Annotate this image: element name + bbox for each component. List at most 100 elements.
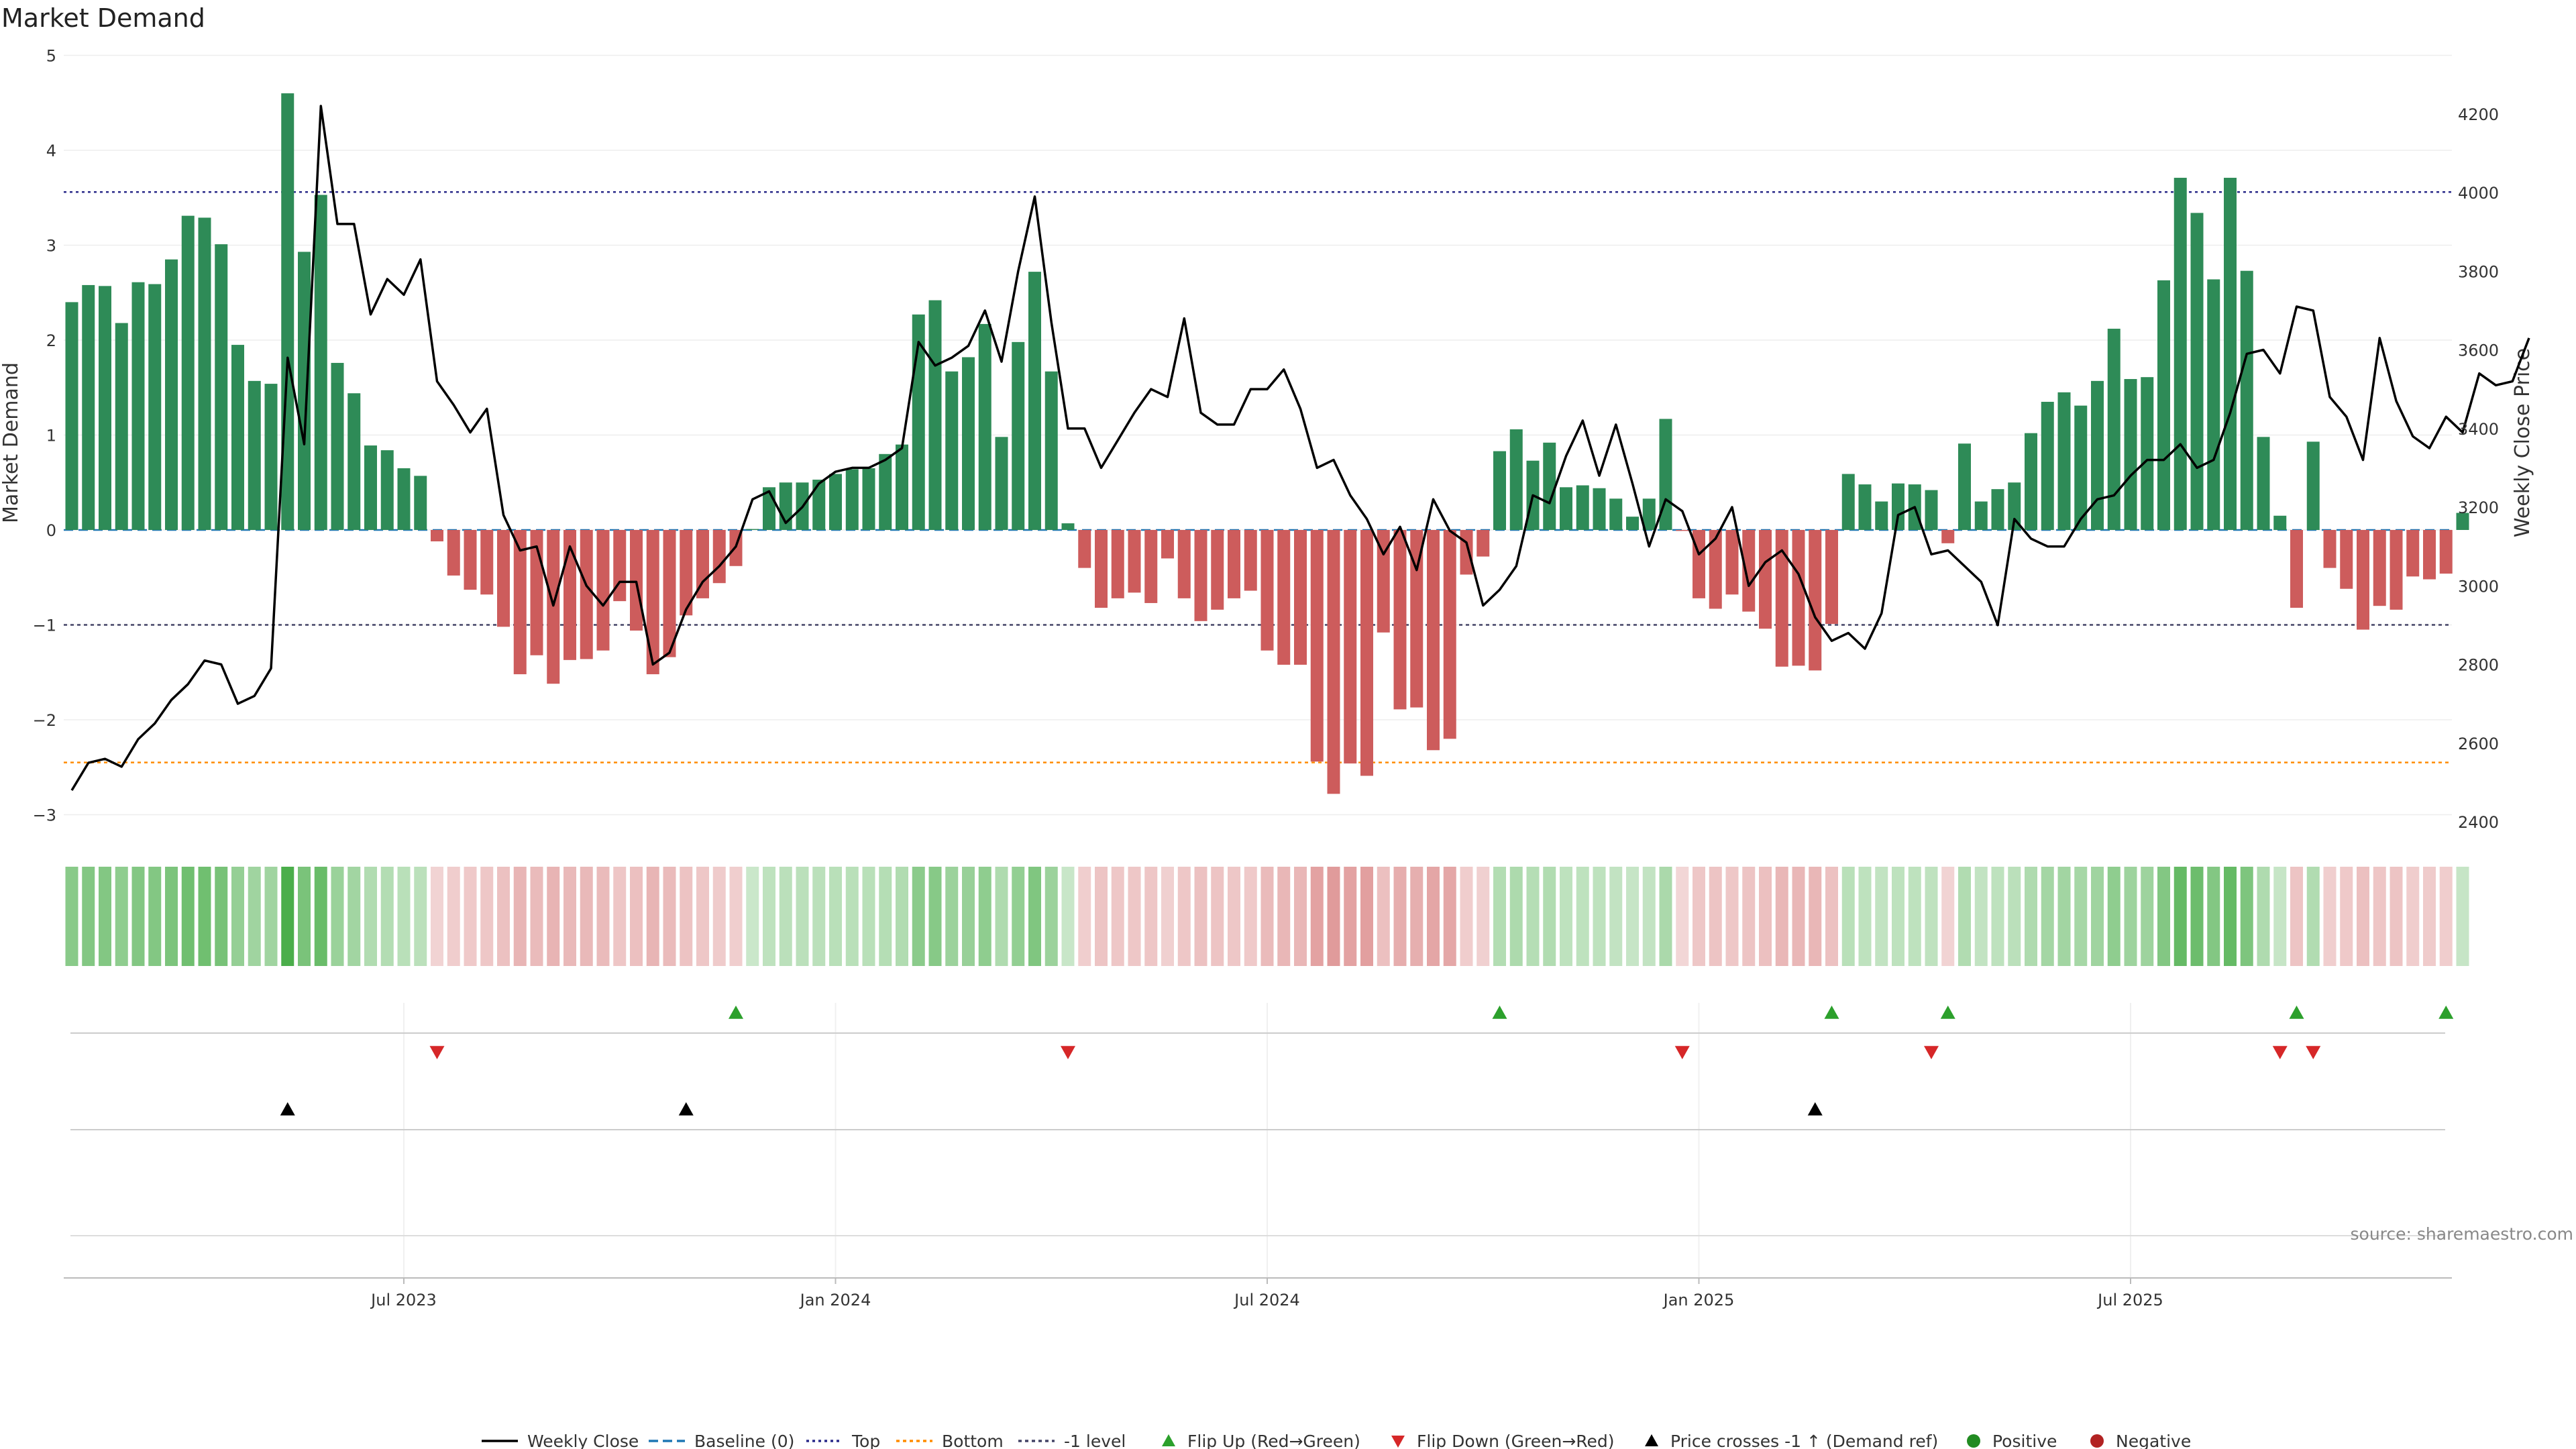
price-cross-marker	[1807, 1102, 1823, 1116]
demand-bar	[397, 468, 411, 530]
source-credit: source: sharemaestro.com	[2351, 1224, 2574, 1244]
heat-cell	[1908, 867, 1921, 966]
heat-cell	[215, 867, 228, 966]
demand-bar	[1609, 498, 1623, 530]
demand-bar	[1028, 272, 1041, 530]
heat-cell	[2224, 867, 2237, 966]
demand-bar	[1858, 484, 1872, 530]
heat-cell	[1725, 867, 1739, 966]
demand-bar	[115, 323, 128, 530]
demand-bar	[1560, 487, 1572, 530]
demand-bar	[1775, 530, 1788, 667]
heat-cell	[1809, 867, 1822, 966]
heat-cell	[1841, 867, 1855, 966]
demand-bar	[1228, 530, 1240, 598]
heat-cell	[1509, 867, 1523, 966]
heat-cell	[712, 867, 726, 966]
demand-bar	[1892, 483, 1904, 530]
demand-bar	[347, 393, 361, 530]
demand-bar	[812, 480, 826, 530]
weekly-close-line	[70, 105, 2530, 792]
heat-cell	[1344, 867, 1357, 966]
y-right-tick-label: 4000	[2458, 184, 2499, 203]
heat-cell	[447, 867, 460, 966]
demand-bar	[2041, 401, 2054, 530]
demand-bar	[414, 476, 427, 530]
heat-cell	[115, 867, 128, 966]
demand-bar	[1759, 530, 1772, 629]
heat-cell	[1493, 867, 1506, 966]
demand-bar	[712, 530, 726, 584]
demand-bar	[1841, 474, 1855, 530]
heat-cell	[746, 867, 759, 966]
heat-cell	[1460, 867, 1473, 966]
heat-cell	[1410, 867, 1424, 966]
heat-cell	[1177, 867, 1191, 966]
heat-cell	[2174, 867, 2187, 966]
demand-bar	[447, 530, 460, 576]
demand-bar	[580, 530, 593, 659]
demand-bar	[1194, 530, 1208, 621]
heat-cell	[1294, 867, 1307, 966]
flip-up-marker	[2438, 1006, 2454, 1019]
demand-bar	[2257, 437, 2270, 530]
legend-price-cross-swatch	[1645, 1434, 1658, 1446]
heat-cell	[1676, 867, 1689, 966]
heat-cell	[1310, 867, 1324, 966]
heat-cell	[1526, 867, 1540, 966]
demand-bar	[1260, 530, 1274, 651]
flip-down-marker	[429, 1046, 445, 1059]
heat-cell	[1759, 867, 1772, 966]
demand-bar	[928, 300, 942, 530]
demand-bar	[1676, 530, 1689, 531]
heat-cell	[564, 867, 576, 966]
heat-cell	[1260, 867, 1274, 966]
y-axis-left-label: Market Demand	[0, 362, 23, 523]
flip-down-marker	[2272, 1046, 2288, 1059]
heat-cell	[945, 867, 959, 966]
heat-cell	[2323, 867, 2337, 966]
heat-cell	[1858, 867, 1872, 966]
demand-bar	[497, 530, 510, 627]
demand-bar	[1294, 530, 1307, 665]
legend-flip-down-swatch	[1391, 1436, 1405, 1448]
demand-bar	[2091, 380, 2104, 530]
demand-bar	[364, 445, 377, 530]
demand-bar	[2141, 377, 2154, 530]
heat-cell	[779, 867, 792, 966]
heat-cell	[2306, 867, 2320, 966]
heat-cell	[1609, 867, 1623, 966]
heat-cell	[513, 867, 527, 966]
heat-cell	[2340, 867, 2353, 966]
demand-bar	[99, 286, 111, 530]
heat-cell	[364, 867, 377, 966]
heat-cell	[879, 867, 892, 966]
flip-up-marker	[1492, 1006, 1507, 1019]
demand-bar	[1327, 530, 1340, 794]
heat-cell	[729, 867, 743, 966]
heat-cell	[431, 867, 443, 966]
demand-bar	[248, 380, 261, 530]
heat-cell	[2091, 867, 2104, 966]
heat-cell	[1925, 867, 1938, 966]
demand-bar	[1161, 530, 1174, 559]
demand-bar	[1344, 530, 1357, 764]
heat-cell	[1941, 867, 1955, 966]
flip-up-marker	[729, 1006, 743, 1019]
heat-cell	[1377, 867, 1390, 966]
flip-up-marker	[1824, 1006, 1839, 1019]
y-left-tick-label: 5	[46, 47, 56, 66]
heat-cell	[2273, 867, 2287, 966]
heat-cell	[1659, 867, 1672, 966]
heat-cell	[397, 867, 411, 966]
demand-bar	[2025, 433, 2037, 530]
demand-bar	[896, 444, 908, 530]
demand-bar	[1925, 490, 1938, 530]
demand-bar	[1576, 485, 1589, 530]
heat-cell	[663, 867, 676, 966]
demand-bar	[314, 195, 327, 530]
heat-cell	[978, 867, 991, 966]
heat-cell	[613, 867, 627, 966]
x-tick-label: Jul 2025	[2096, 1291, 2163, 1309]
y-right-tick-label: 3600	[2458, 341, 2499, 360]
